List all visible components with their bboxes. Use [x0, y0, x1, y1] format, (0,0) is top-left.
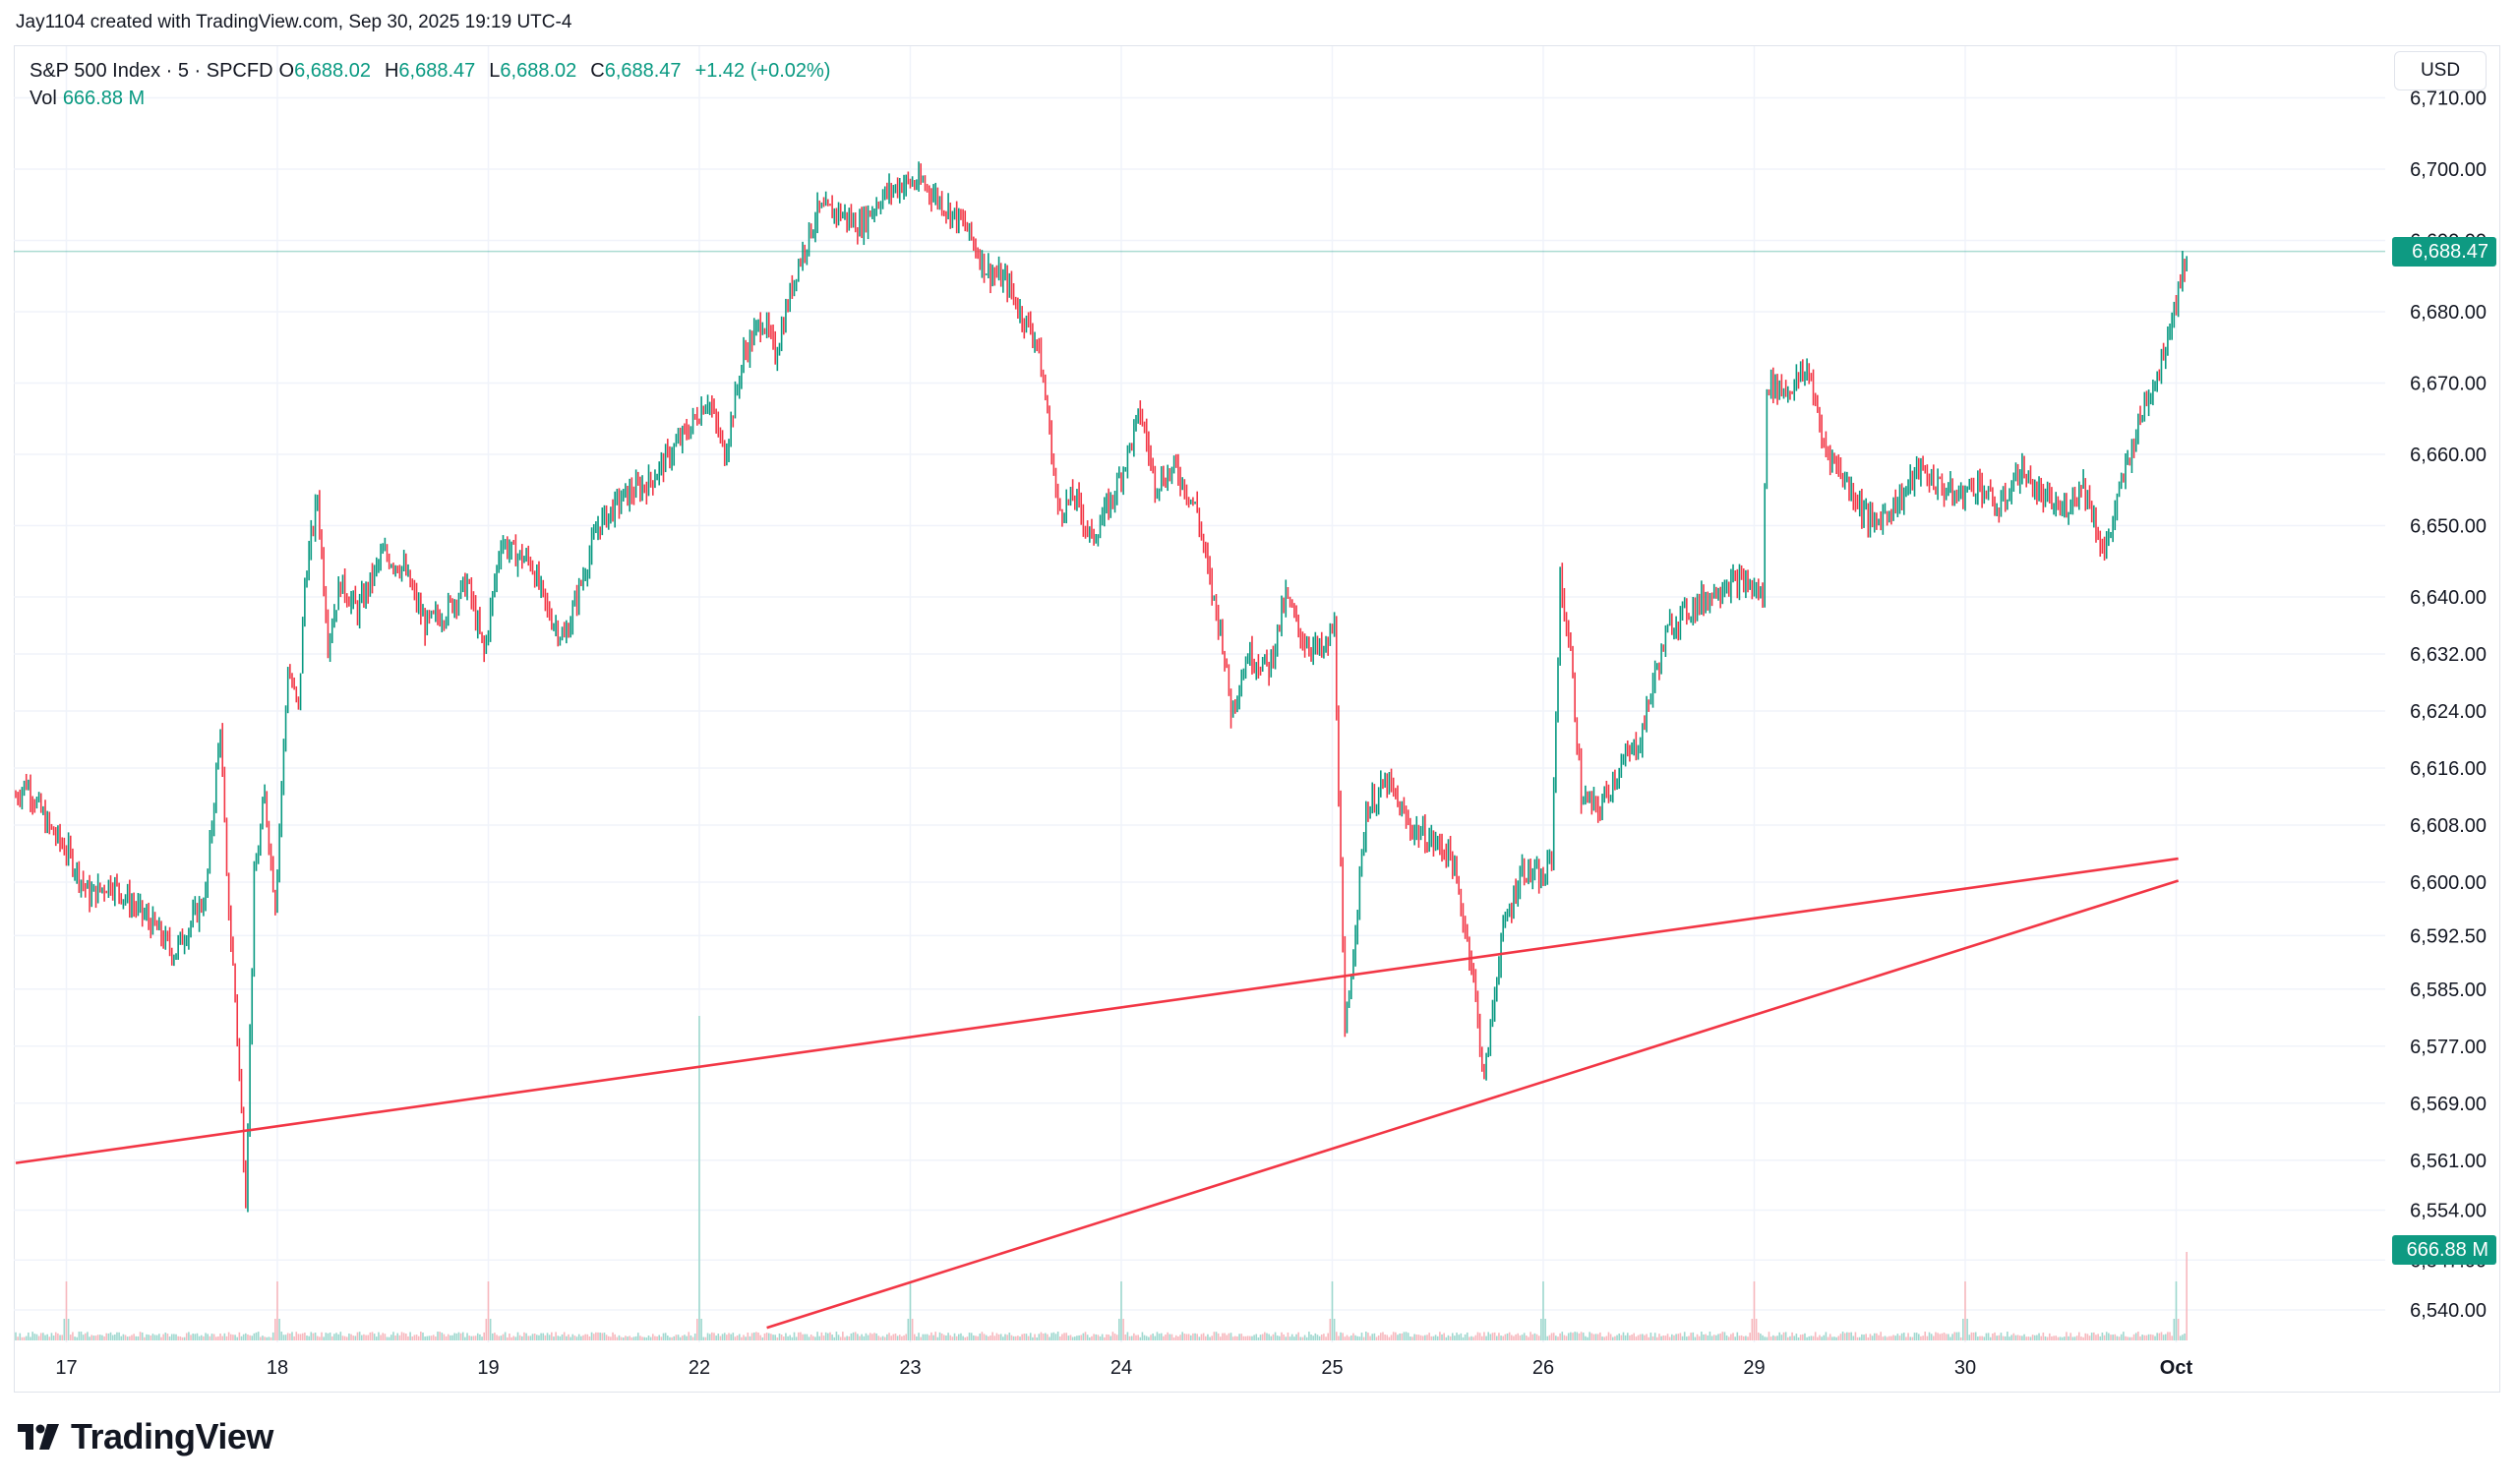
y-tick-label: 6,640.00	[2410, 587, 2487, 609]
y-tick-label: 6,650.00	[2410, 516, 2487, 538]
y-tick-label: 6,577.00	[2410, 1037, 2487, 1058]
trendline-1	[15, 857, 2179, 1164]
y-tick-label: 6,660.00	[2410, 445, 2487, 466]
x-tick-label: 19	[477, 1357, 499, 1379]
low-label: L	[489, 60, 501, 82]
y-tick-label: 6,670.00	[2410, 374, 2487, 395]
y-tick-label: 6,592.50	[2410, 925, 2487, 947]
y-tick-label: 6,554.00	[2410, 1201, 2487, 1222]
high-value: 6,688.47	[398, 60, 476, 82]
x-tick-label: 23	[899, 1357, 921, 1379]
legend: S&P 500 Index · 5 · SPCFD O 6,688.02 H 6…	[30, 57, 844, 112]
grid	[14, 46, 2385, 1342]
x-tick-label: 22	[689, 1357, 710, 1379]
volume-row: Vol 666.88 M	[30, 85, 844, 112]
volume-value: 666.88 M	[62, 88, 146, 109]
y-tick-label: 6,624.00	[2410, 701, 2487, 723]
y-tick-label: 6,680.00	[2410, 302, 2487, 324]
volume-tag: 666.88 M	[2392, 1235, 2496, 1265]
y-tick-label: 6,608.00	[2410, 815, 2487, 837]
change-value: +1.42 (+0.02%)	[694, 60, 831, 82]
x-tick-label: 25	[1321, 1357, 1343, 1379]
y-tick-label: 6,540.00	[2410, 1300, 2487, 1322]
open-label: O	[278, 60, 295, 82]
trendlines[interactable]	[15, 857, 2180, 1330]
x-tick-label: 17	[55, 1357, 77, 1379]
y-tick-label: 6,616.00	[2410, 758, 2487, 780]
brand-name: TradingView	[71, 1416, 273, 1456]
x-tick-label: 18	[267, 1357, 288, 1379]
x-tick-label: 26	[1532, 1357, 1554, 1379]
chart-caption: Jay1104 created with TradingView.com, Se…	[16, 12, 572, 32]
x-axis: 17 18 19 22 23 24 25 26 29 30 Oct	[55, 1357, 2192, 1379]
last-price-tag: 6,688.47	[2392, 237, 2496, 267]
y-tick-label: 6,561.00	[2410, 1151, 2487, 1172]
y-tick-label: 6,585.00	[2410, 979, 2487, 1001]
y-axis: 6,710.006,700.006,690.006,680.006,670.00…	[2410, 89, 2487, 1323]
tradingview-logo[interactable]: TradingView	[18, 1416, 273, 1457]
trendline-2	[766, 879, 2180, 1330]
high-label: H	[384, 60, 399, 82]
chart-frame	[14, 45, 2500, 1393]
y-tick-label: 6,632.00	[2410, 644, 2487, 666]
tradingview-logo-icon	[18, 1424, 59, 1450]
candles	[15, 161, 2188, 1213]
y-tick-label: 6,710.00	[2410, 89, 2487, 110]
x-tick-label: Oct	[2160, 1357, 2193, 1379]
x-tick-label: 24	[1110, 1357, 1132, 1379]
open-value: 6,688.02	[294, 60, 371, 82]
close-value: 6,688.47	[604, 60, 682, 82]
x-tick-label: 29	[1743, 1357, 1765, 1379]
volume-bars	[15, 1016, 2188, 1340]
ohlc-row: S&P 500 Index · 5 · SPCFD O 6,688.02 H 6…	[30, 57, 844, 85]
x-tick-label: 30	[1954, 1357, 1976, 1379]
volume-label[interactable]: Vol	[30, 88, 57, 109]
y-tick-label: 6,700.00	[2410, 159, 2487, 181]
y-tick-label: 6,600.00	[2410, 872, 2487, 894]
close-label: C	[590, 60, 605, 82]
symbol-label[interactable]: S&P 500 Index · 5 · SPCFD	[30, 60, 273, 82]
y-tick-label: 6,569.00	[2410, 1094, 2487, 1115]
low-value: 6,688.02	[500, 60, 577, 82]
currency-button[interactable]: USD	[2394, 51, 2487, 90]
